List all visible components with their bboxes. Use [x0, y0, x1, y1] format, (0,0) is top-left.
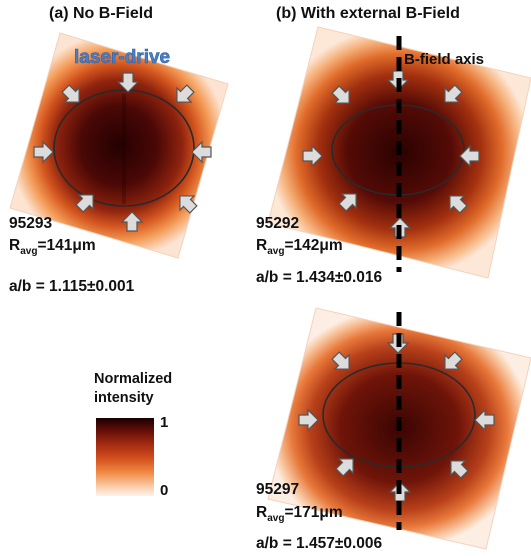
- panel-b-bottom-image: [267, 307, 531, 550]
- panel-b-bottom-shot-number: 95297: [256, 481, 300, 498]
- panel-b-bottom-radius: Ravg=171μm: [256, 504, 343, 524]
- colorbar-title-line1: Normalized: [94, 371, 173, 387]
- panel-a-radius: Ravg=141μm: [9, 237, 96, 257]
- panel-b-top-shot-number: 95292: [256, 215, 300, 232]
- colorbar-max-label: 1: [160, 414, 169, 431]
- b-field-axis-label: B-field axis: [404, 51, 485, 68]
- panel-b-bottom-ratio: a/b = 1.457±0.006: [256, 535, 383, 552]
- panel-b-top-ratio: a/b = 1.434±0.016: [256, 269, 383, 286]
- panel-a-shot-number: 95293: [9, 215, 53, 232]
- colorbar-min-label: 0: [160, 482, 169, 499]
- panel-b-heading: (b) With external B-Field: [276, 5, 460, 22]
- panel-a-ratio: a/b = 1.115±0.001: [9, 278, 135, 295]
- colorbar-gradient: [96, 418, 154, 496]
- panel-b-top-radius: Ravg=142μm: [256, 237, 343, 257]
- panel-b-top-image: [267, 26, 531, 279]
- colorbar-title-line2: intensity: [94, 390, 154, 406]
- laser-drive-label: laser-drive: [74, 47, 171, 69]
- panel-a-image: [9, 32, 229, 259]
- panel-a-heading: (a) No B-Field: [49, 5, 153, 22]
